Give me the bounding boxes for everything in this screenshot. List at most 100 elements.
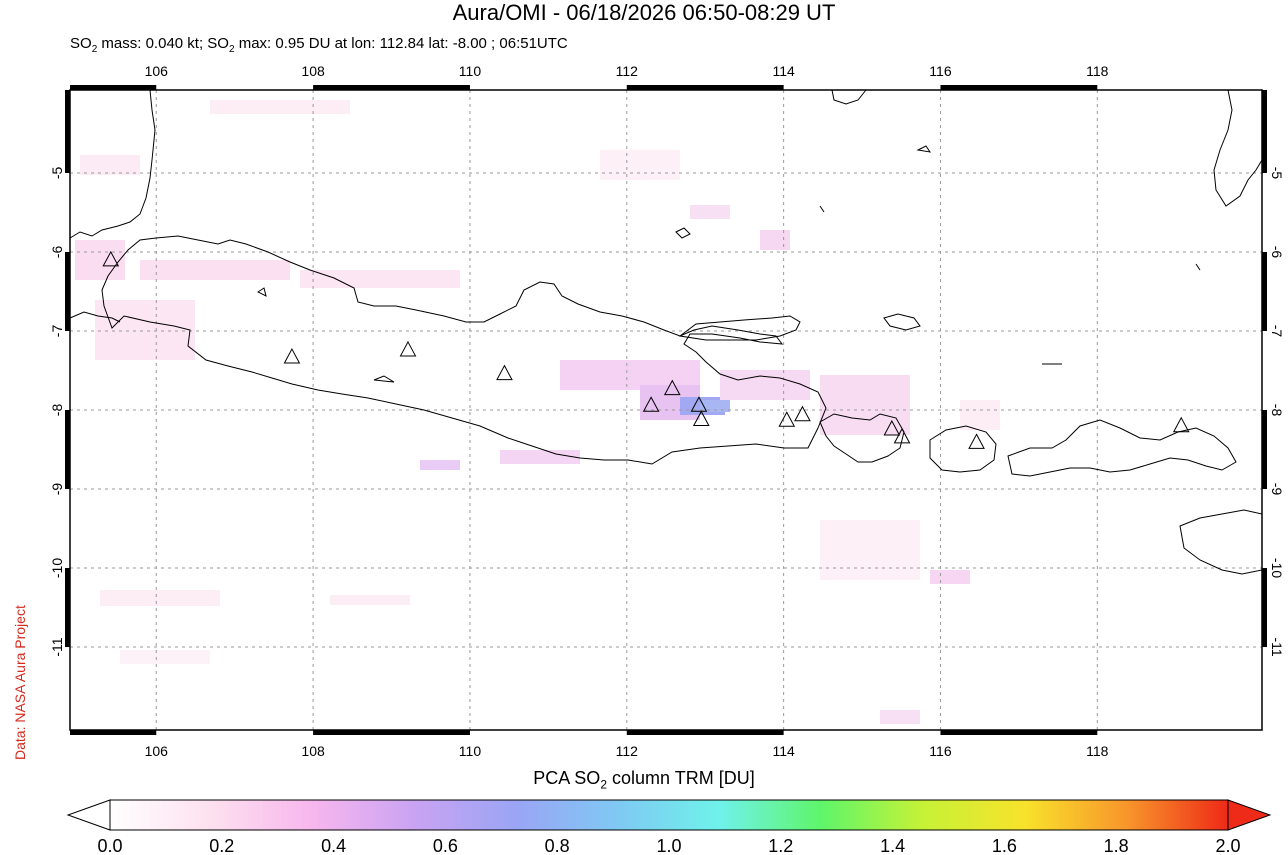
volcano-marker-13 [968,433,985,449]
so2-max-text: max: 0.95 DU at lon: 112.84 lat: -8.00 ;… [234,35,568,52]
lon-tick-label-top: 118 [1086,63,1109,79]
lat-tick-label-left: -9 [49,483,65,496]
lon-tick-label-bottom: 110 [459,743,482,759]
so2-retrieval-layer [75,100,1000,724]
volcano-marker-9 [778,411,796,427]
volcano-marker-2 [283,348,301,364]
frame-segment-bottom [70,730,157,735]
axis-tick-labels: 106 106 108 108 110 110 112 112 114 114 116 116 118 1… [49,63,1285,759]
lat-tick-label-left: -10 [49,558,65,578]
coast-islets [257,145,1201,383]
lat-tick-label-left: -8 [49,404,65,417]
lon-tick-label-top: 106 [145,63,169,79]
volcano-marker-3 [399,340,417,357]
graticule [70,90,1262,730]
coast-sumatra [69,89,156,323]
colorbar-tick-label: 0.8 [545,836,570,855]
colorbar-title-suffix: column TRM [DU] [607,768,755,788]
lat-tick-label-right: -8 [1269,404,1285,417]
coast-bali [819,413,905,463]
lon-tick-label-bottom: 118 [1086,743,1109,759]
colorbar-title-prefix: PCA SO [533,768,601,788]
frame-segment-right [1262,410,1267,490]
frame-segment-top [313,85,470,90]
volcano-marker-7 [690,396,708,412]
volcano-marker-1 [102,250,120,267]
colorbar: 0.0 0.2 0.4 0.6 0.8 1.0 1.2 1.4 1.6 1.8 2.0 [66,799,1272,855]
colorbar-title-subscript: 2 [600,777,607,792]
lon-tick-label-bottom: 108 [301,743,325,759]
frame-segment-right [1262,90,1267,173]
frame-segment-left [65,568,70,648]
volcano-marker-4 [496,364,513,381]
so2-label: SO [70,35,92,52]
frame-segment-bottom [626,730,784,735]
volcano-marker-14 [1172,416,1190,433]
colorbar-body [66,799,1272,831]
colorbar-tick-label: 2.0 [1215,836,1240,855]
so2-max-subscript: 2 [228,44,235,55]
coast-sumba [1179,509,1263,575]
lon-tick-label-top: 116 [929,63,952,79]
lon-tick-label-bottom: 116 [929,743,952,759]
so2-mass-text: mass: 0.040 kt; SO [97,35,229,52]
lat-tick-label-right: -6 [1269,246,1285,259]
colorbar-tick-label: 0.0 [97,836,122,855]
frame-segment-left [65,251,70,331]
lon-tick-label-bottom: 114 [772,743,795,759]
coast-sulawesi [1213,89,1263,207]
lat-tick-label-right: -9 [1269,483,1285,496]
lat-tick-label-left: -5 [49,167,65,180]
frame-segment-bottom [940,730,1098,735]
coast-madura [678,315,801,341]
colorbar-tick-label: 0.2 [209,836,234,855]
lon-tick-label-top: 108 [301,63,325,79]
frame-segment-bottom [313,730,470,735]
volcano-marker-5 [642,396,660,412]
frame-segment-top [626,85,784,90]
colorbar-high-arrow [1227,799,1272,831]
lat-tick-label-right: -11 [1269,637,1285,656]
lon-tick-label-top: 110 [459,63,482,79]
so2-summary: SO2 mass: 0.040 kt; SO2 max: 0.95 DU at … [70,34,568,60]
coast-kalimantan [831,89,867,105]
colorbar-tick-label: 1.4 [880,836,905,855]
coast-sumbawa [1007,419,1237,477]
frame-segment-right [1262,251,1267,331]
lat-tick-label-left: -11 [49,637,65,656]
colorbar-tick-label: 1.0 [656,836,681,855]
frame-segment-top [940,85,1098,90]
colorbar-tick-label: 0.6 [433,836,458,855]
lat-tick-label-left: -7 [49,325,65,338]
volcano-marker-8 [692,410,710,426]
volcano-marker-6 [663,379,681,396]
map-panel: 106 106 108 108 110 110 112 112 114 114 116 116 118 1… [49,63,1285,759]
frame-segment-left [65,90,70,173]
lat-tick-label-right: -10 [1269,558,1285,578]
so2-subscript: 2 [91,44,98,55]
lon-tick-label-bottom: 106 [145,743,169,759]
colorbar-tick-label: 0.4 [321,836,346,855]
lat-tick-label-left: -6 [49,246,65,259]
colorbar-low-arrow [66,799,111,831]
lat-tick-label-right: -7 [1269,325,1285,338]
coast-java [101,235,827,465]
colorbar-tick-label: 1.8 [1104,836,1129,855]
frame-segment-right [1262,568,1267,648]
colorbar-tick-labels: 0.0 0.2 0.4 0.6 0.8 1.0 1.2 1.4 1.6 1.8 2.0 [97,836,1240,855]
colorbar-title: PCA SO2 column TRM [DU] [0,767,1288,796]
colorbar-tick-label: 1.2 [768,836,793,855]
volcano-marker-11 [883,419,901,436]
colorbar-ramp [109,799,1229,831]
map-title: Aura/OMI - 06/18/2026 06:50-08:29 UT [452,0,836,25]
lon-tick-label-top: 114 [772,63,795,79]
lat-tick-label-right: -5 [1269,167,1285,180]
lon-tick-label-top: 112 [616,63,639,79]
map-frame [65,85,1267,735]
volcano-marker-10 [794,405,811,422]
colorbar-tick-label: 1.6 [992,836,1017,855]
frame-segment-left [65,410,70,490]
volcano-markers [102,250,1190,449]
lon-tick-label-bottom: 112 [616,743,639,759]
volcano-marker-12 [893,427,911,444]
